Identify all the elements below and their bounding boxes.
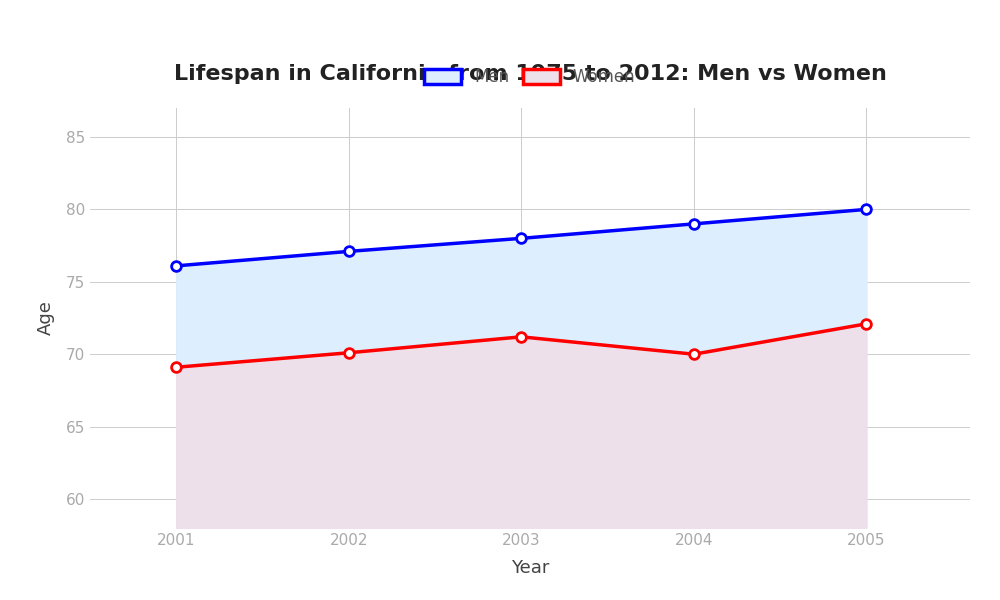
Legend: Men, Women: Men, Women — [418, 62, 642, 93]
Title: Lifespan in California from 1975 to 2012: Men vs Women: Lifespan in California from 1975 to 2012… — [174, 64, 886, 84]
X-axis label: Year: Year — [511, 559, 549, 577]
Y-axis label: Age: Age — [37, 301, 55, 335]
